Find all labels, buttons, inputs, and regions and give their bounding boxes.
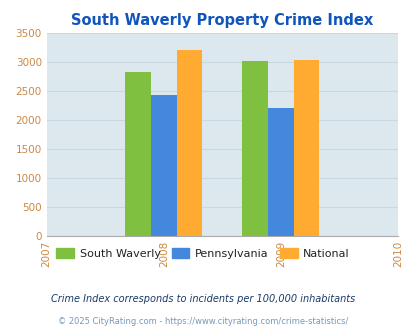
Text: Crime Index corresponds to incidents per 100,000 inhabitants: Crime Index corresponds to incidents per… xyxy=(51,294,354,304)
Text: © 2025 CityRating.com - https://www.cityrating.com/crime-statistics/: © 2025 CityRating.com - https://www.city… xyxy=(58,317,347,326)
Bar xyxy=(125,72,151,236)
Title: South Waverly Property Crime Index: South Waverly Property Crime Index xyxy=(71,13,373,28)
Legend: South Waverly, Pennsylvania, National: South Waverly, Pennsylvania, National xyxy=(52,244,353,263)
Bar xyxy=(242,61,267,236)
Bar xyxy=(267,108,293,236)
Bar xyxy=(176,50,202,236)
Bar xyxy=(293,60,319,236)
Bar xyxy=(151,95,176,236)
